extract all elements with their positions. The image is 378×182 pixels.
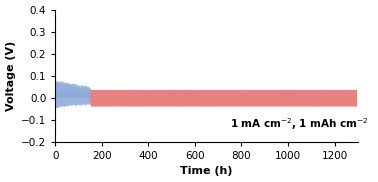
X-axis label: Time (h): Time (h): [180, 167, 233, 176]
Text: 1 mA cm$^{-2}$, 1 mAh cm$^{-2}$: 1 mA cm$^{-2}$, 1 mAh cm$^{-2}$: [230, 116, 369, 132]
Y-axis label: Voltage (V): Voltage (V): [6, 41, 15, 111]
